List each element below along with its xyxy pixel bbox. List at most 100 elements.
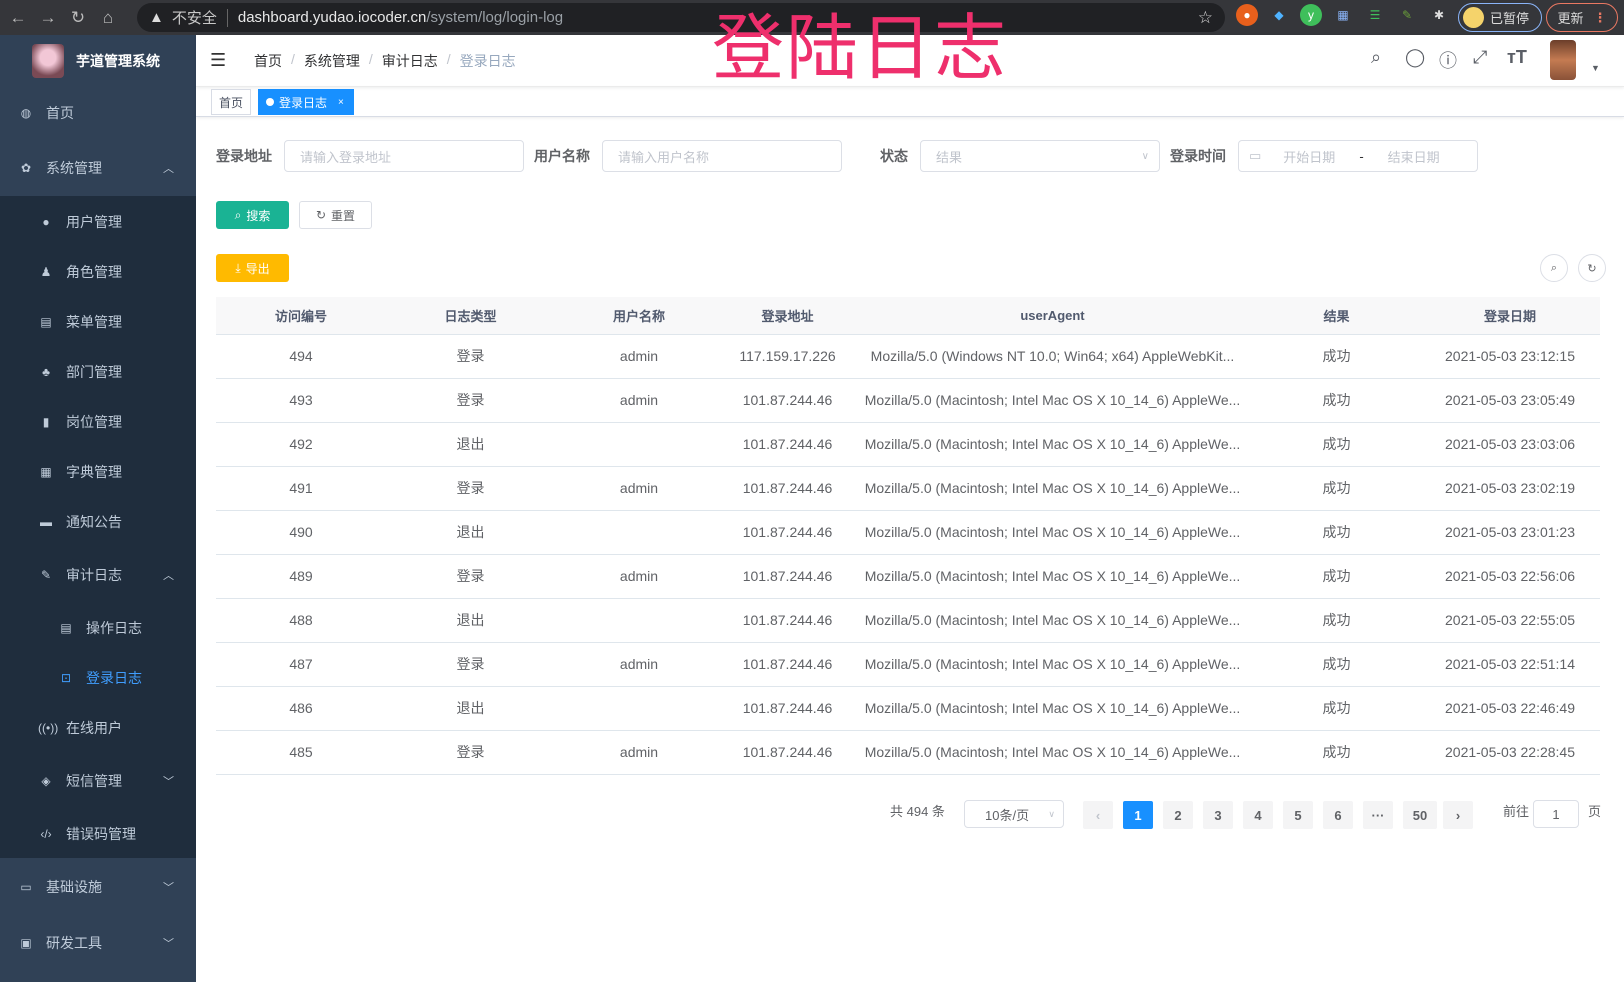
extension-icon[interactable]: ✎ [1401, 8, 1413, 22]
table-cell: 490 [216, 510, 386, 555]
goto-page-input[interactable]: 1 [1533, 800, 1579, 828]
table-row[interactable]: 493 登录 admin 101.87.244.46 Mozilla/5.0 (Maci… [216, 378, 1600, 423]
sidebar-item-2[interactable]: ● 用户管理 [0, 207, 196, 237]
table-row[interactable]: 485 登录 admin 101.87.244.46 Mozilla/5.0 (Maci… [216, 730, 1600, 775]
page-button[interactable]: 6 [1323, 801, 1353, 829]
reset-button[interactable]: ↻ 重置 [299, 201, 372, 229]
search-button[interactable]: ⌕ 搜索 [216, 201, 289, 229]
breadcrumb-item[interactable]: 审计日志 [381, 53, 438, 69]
tag-home[interactable]: 首页 [211, 89, 252, 115]
end-date-input[interactable]: 结束日期 [1387, 149, 1440, 165]
caret-down-icon[interactable]: ▼ [1591, 63, 1600, 73]
table-row[interactable]: 491 登录 admin 101.87.244.46 Mozilla/5.0 (Maci… [216, 466, 1600, 511]
page-button[interactable]: 5 [1283, 801, 1313, 829]
page-button[interactable]: ··· [1363, 801, 1393, 829]
extension-icon[interactable]: y [1300, 4, 1322, 26]
ip-input[interactable]: 请输入登录地址 [284, 140, 524, 172]
hamburger-icon[interactable]: ☰ [210, 50, 227, 70]
extension-icon[interactable]: ☰ [1369, 8, 1381, 22]
sidebar-item-5[interactable]: ♣ 部门管理 [0, 357, 196, 387]
table-cell: 101.87.244.46 [723, 510, 852, 555]
sidebar-item-16[interactable]: ▣ 研发工具 ﹀ [0, 928, 196, 958]
table-cell: 485 [216, 730, 386, 775]
sidebar-item-11[interactable]: ⊡ 登录日志 [0, 663, 196, 693]
tag-login-log[interactable]: 登录日志 × [258, 89, 354, 115]
sidebar-item-1[interactable]: ✿ 系统管理 ︿ [0, 153, 196, 183]
page-button[interactable]: 3 [1203, 801, 1233, 829]
browser-toolbar: ← → ↻ ⌂ ▲ 不安全 dashboard.yudao.iocoder.cn… [0, 0, 1624, 35]
page-size-select[interactable]: 10条/页 ∨ [964, 800, 1064, 828]
refresh-button[interactable]: ↻ [1578, 254, 1606, 282]
table-row[interactable]: 489 登录 admin 101.87.244.46 Mozilla/5.0 (Maci… [216, 554, 1600, 599]
table-cell: 2021-05-03 23:05:49 [1420, 378, 1600, 423]
page-button[interactable]: 4 [1243, 801, 1273, 829]
table-row[interactable]: 487 登录 admin 101.87.244.46 Mozilla/5.0 (Maci… [216, 642, 1600, 687]
table-row[interactable]: 492 退出 101.87.244.46 Mozilla/5.0 (Macintosh… [216, 422, 1600, 467]
question-icon[interactable]: ⓘ [1439, 51, 1457, 71]
reload-icon[interactable]: ↻ [70, 7, 86, 27]
breadcrumb-item[interactable]: 首页 [254, 53, 282, 69]
status-select[interactable]: 结果 ∨ [920, 140, 1160, 172]
page-button[interactable]: 1 [1123, 801, 1153, 829]
table-cell [555, 686, 723, 731]
table-cell: admin [555, 730, 723, 775]
table-cell: 成功 [1253, 642, 1420, 687]
column-header: 访问编号 [216, 297, 386, 335]
sidebar-item-8[interactable]: ▬ 通知公告 [0, 507, 196, 537]
start-date-input[interactable]: 开始日期 [1283, 149, 1336, 165]
sidebar-item-3[interactable]: ♟ 角色管理 [0, 257, 196, 287]
sidebar-item-10[interactable]: ▤ 操作日志 [0, 613, 196, 643]
profile-button[interactable]: 已暂停 [1458, 3, 1542, 32]
puzzle-icon[interactable]: ✱ [1433, 8, 1445, 22]
sidebar-item-7[interactable]: ▦ 字典管理 [0, 457, 196, 487]
button-label: 导出 [245, 261, 270, 276]
extension-icon[interactable]: ◆ [1274, 8, 1284, 22]
page-button[interactable]: 2 [1163, 801, 1193, 829]
breadcrumb-item[interactable]: 系统管理 [303, 53, 360, 69]
bookmark-star-icon[interactable]: ☆ [1197, 7, 1213, 27]
extension-icon[interactable]: ● [1236, 4, 1258, 26]
address-bar[interactable]: ▲ 不安全 dashboard.yudao.iocoder.cn/system/… [137, 3, 1225, 32]
table-row[interactable]: 486 退出 101.87.244.46 Mozilla/5.0 (Macintosh… [216, 686, 1600, 731]
form-icon: ▤ [60, 621, 72, 635]
placeholder: 请输入登录地址 [300, 149, 392, 165]
back-icon[interactable]: ← [9, 7, 27, 27]
forward-icon[interactable]: → [39, 7, 57, 27]
next-page-button[interactable]: › [1443, 801, 1473, 829]
font-size-icon[interactable]: ᴛT [1507, 47, 1527, 67]
post-icon: ▮ [42, 415, 50, 429]
table-row[interactable]: 490 退出 101.87.244.46 Mozilla/5.0 (Macintosh… [216, 510, 1600, 555]
extension-icon[interactable]: ▦ [1337, 8, 1349, 22]
username-input[interactable]: 请输入用户名称 [602, 140, 842, 172]
update-button[interactable]: 更新 ⋮ [1546, 3, 1618, 32]
range-separator: - [1359, 148, 1364, 164]
sidebar-item-13[interactable]: ◈ 短信管理 ﹀ [0, 766, 196, 796]
table-cell: 成功 [1253, 730, 1420, 775]
message-icon: ▬ [40, 515, 52, 529]
sidebar-item-label: 登录日志 [86, 670, 142, 686]
tree-table-icon: ▤ [40, 315, 52, 329]
table-cell: 2021-05-03 22:51:14 [1420, 642, 1600, 687]
sidebar-item-14[interactable]: ‹/› 错误码管理 [0, 819, 196, 849]
sidebar-logo[interactable]: 芋道管理系统 [0, 35, 196, 87]
export-button[interactable]: ⤓ 导出 [216, 254, 289, 282]
close-icon[interactable]: × [338, 96, 344, 108]
avatar[interactable] [1550, 40, 1576, 80]
table-cell: 成功 [1253, 334, 1420, 379]
page-button[interactable]: 50 [1403, 801, 1437, 829]
github-icon[interactable]: ◯ [1405, 47, 1426, 67]
date-range-picker[interactable]: ▭ 开始日期 - 结束日期 [1238, 140, 1478, 172]
table-row[interactable]: 494 登录 admin 117.159.17.226 Mozilla/5.0 (Win… [216, 334, 1600, 379]
sidebar-item-9[interactable]: ✎ 审计日志 ︿ [0, 560, 196, 590]
sidebar-item-15[interactable]: ▭ 基础设施 ﹀ [0, 872, 196, 902]
sidebar-item-4[interactable]: ▤ 菜单管理 [0, 307, 196, 337]
search-icon[interactable]: ⌕ [1371, 47, 1382, 67]
toggle-search-button[interactable]: ⌕ [1540, 254, 1568, 282]
sidebar-item-6[interactable]: ▮ 岗位管理 [0, 407, 196, 437]
sidebar-item-0[interactable]: ◍ 首页 [0, 98, 196, 128]
prev-page-button[interactable]: ‹ [1083, 801, 1113, 829]
table-row[interactable]: 488 退出 101.87.244.46 Mozilla/5.0 (Macintosh… [216, 598, 1600, 643]
sidebar-item-12[interactable]: ((•)) 在线用户 [0, 713, 196, 743]
home-icon[interactable]: ⌂ [102, 7, 114, 27]
fullscreen-icon[interactable]: ⤢ [1473, 47, 1488, 67]
